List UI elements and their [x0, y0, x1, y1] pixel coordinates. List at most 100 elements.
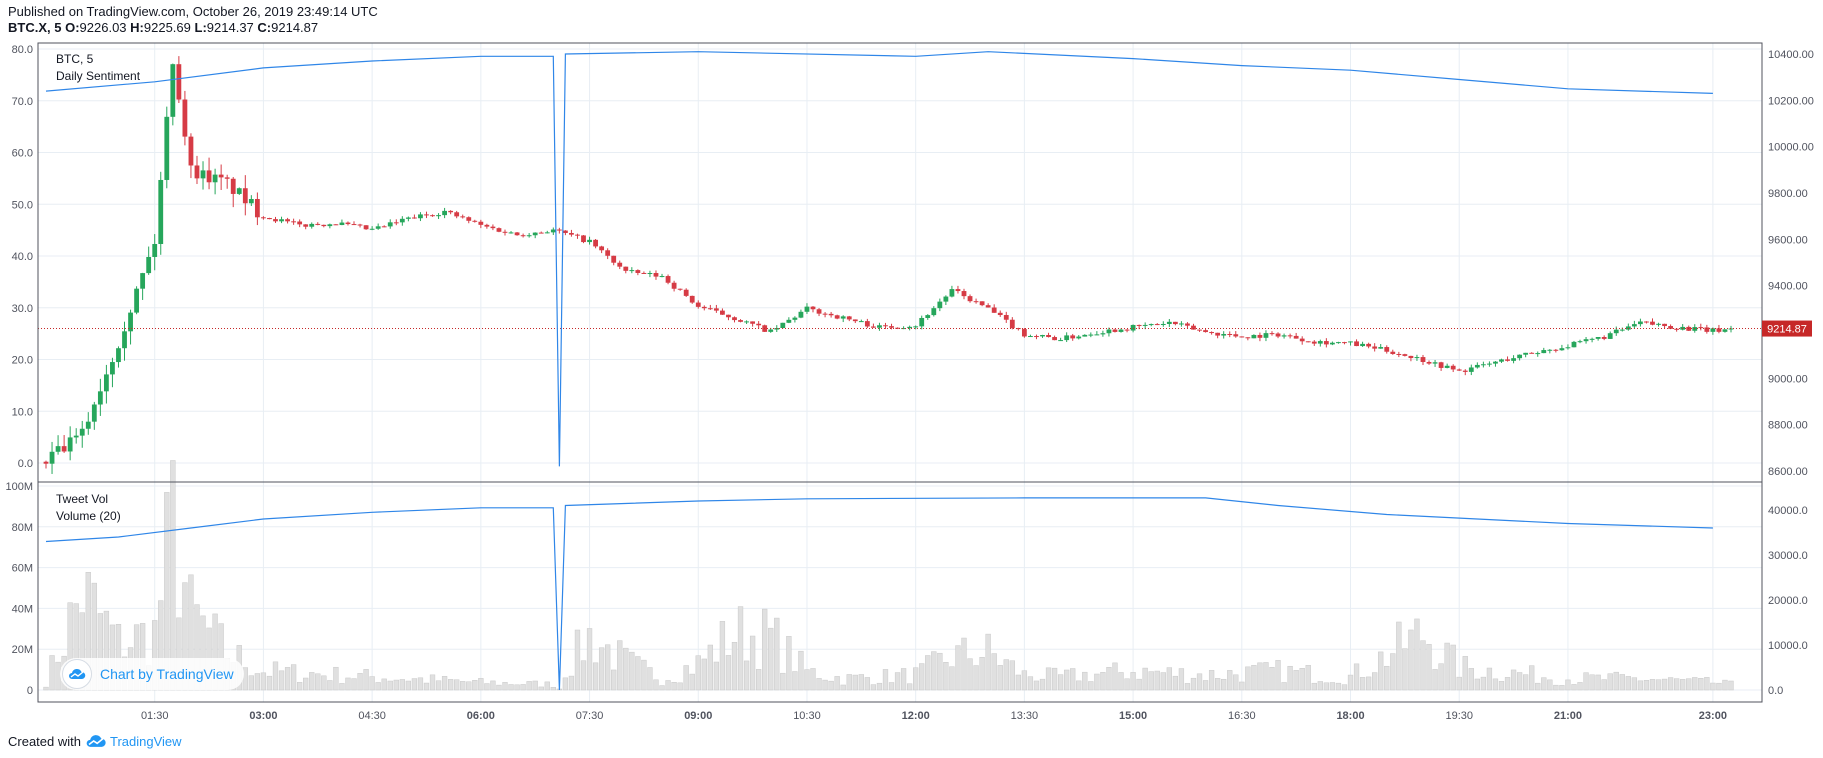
candle-up [1221, 333, 1227, 336]
price-candles[interactable] [43, 56, 1734, 474]
footer-credit: Created with TradingView [8, 734, 182, 751]
volume-bar [1341, 684, 1348, 691]
volume-bar [182, 582, 188, 691]
candle-up [1541, 350, 1547, 354]
right-axis-tick: 9800.00 [1768, 188, 1808, 200]
volume-bar [568, 675, 575, 691]
open-key: O: [65, 20, 80, 35]
candle-down [1698, 327, 1704, 329]
volume-bar [460, 681, 466, 691]
volume-bar [79, 612, 85, 691]
candle-down [961, 291, 967, 297]
volume-bar [91, 582, 97, 691]
volume-bar [1510, 669, 1517, 691]
candle-up [1631, 324, 1637, 327]
candle-up [1166, 321, 1172, 324]
candle-up [158, 179, 164, 244]
volume-bar [677, 682, 683, 691]
candle-down [303, 224, 309, 227]
volume-bar [605, 644, 611, 691]
volume-bar [973, 665, 979, 691]
volume-bar [176, 617, 182, 691]
candle-down [1154, 324, 1160, 326]
volume-bar [1172, 675, 1179, 691]
candle-down [1257, 334, 1263, 338]
candle-down [478, 221, 484, 225]
candle-down [61, 446, 67, 452]
volume-bar [1039, 678, 1046, 691]
candle-down [333, 224, 339, 226]
candle-down [1323, 341, 1329, 345]
volume-bar [1214, 678, 1221, 691]
candle-up [1160, 323, 1166, 325]
right-axis-tick: 9400.00 [1768, 281, 1808, 293]
candle-up [1094, 334, 1100, 336]
volume-bar [1305, 665, 1311, 691]
candle-down [1450, 365, 1456, 370]
volume-bar [345, 677, 351, 691]
volume-bar [1396, 621, 1402, 691]
candle-down [671, 282, 677, 289]
candle-down [1185, 323, 1190, 326]
volume-bar [683, 665, 689, 691]
volume-bar [1251, 665, 1257, 691]
volume-bar [333, 666, 339, 691]
volume-bar [713, 661, 720, 691]
volume-bar [1468, 668, 1474, 691]
candle-up [1028, 336, 1033, 338]
candle-up [1329, 342, 1335, 345]
candle-down [363, 225, 369, 230]
volume-bar [405, 680, 412, 691]
volume-bar [1625, 676, 1631, 691]
volume-bar [743, 660, 750, 691]
candle-up [1565, 347, 1571, 349]
candle-down [1650, 321, 1655, 325]
candle-down [864, 321, 870, 327]
volume-bar [393, 679, 399, 691]
trading-chart[interactable]: 0.0 10.0 20.0 30.0 40.0 50.0 60.0 70.0 80.0 8600.… [0, 0, 1823, 730]
volume-bar [1553, 684, 1559, 691]
candle-up [170, 64, 176, 117]
volume-bar [109, 624, 116, 691]
volume-bar [1523, 674, 1529, 691]
candle-down [1245, 337, 1251, 339]
volume-bar [248, 675, 254, 691]
tweet-axis-tick: 40000.0 [1768, 505, 1808, 517]
candle-down [834, 315, 840, 319]
candle-up [919, 317, 925, 327]
volume-bar [266, 675, 273, 691]
volume-bar [586, 628, 593, 691]
volume-bar [913, 667, 919, 691]
footer-brand[interactable]: TradingView [110, 734, 182, 749]
ohlc-readout: BTC.X, 5 O:9226.03 H:9225.69 L:9214.37 C… [8, 20, 318, 36]
candle-down [357, 224, 363, 226]
high-value: 9225.69 [143, 20, 191, 35]
candle-up [116, 348, 121, 363]
open-value: 9226.03 [79, 20, 127, 35]
right-axis-tick: 9600.00 [1768, 234, 1808, 246]
candle-down [496, 228, 502, 232]
volume-bar [1070, 668, 1076, 691]
volume-bar [876, 682, 883, 691]
volume-bar [43, 686, 49, 691]
candle-down [701, 306, 707, 309]
candle-up [327, 224, 333, 227]
volume-bar [1498, 681, 1505, 691]
volume-bar [1565, 679, 1571, 691]
candle-up [1638, 321, 1643, 325]
candle-up [1444, 365, 1450, 368]
volume-bar [719, 621, 726, 691]
volume-bar [635, 656, 641, 691]
left-axis-tick: 50.0 [12, 199, 33, 211]
volume-bar [1692, 677, 1698, 691]
volume-bar [810, 668, 816, 691]
volume-bar [937, 652, 943, 691]
right-axis-tick: 8800.00 [1768, 420, 1808, 432]
candle-down [1293, 335, 1299, 339]
candle-up [943, 296, 949, 302]
volume-bar [1372, 672, 1378, 691]
tradingview-watermark[interactable]: Chart by TradingView [60, 658, 244, 690]
volume-bar [188, 574, 194, 691]
candle-up [1480, 364, 1486, 366]
volume-bar [85, 572, 91, 691]
